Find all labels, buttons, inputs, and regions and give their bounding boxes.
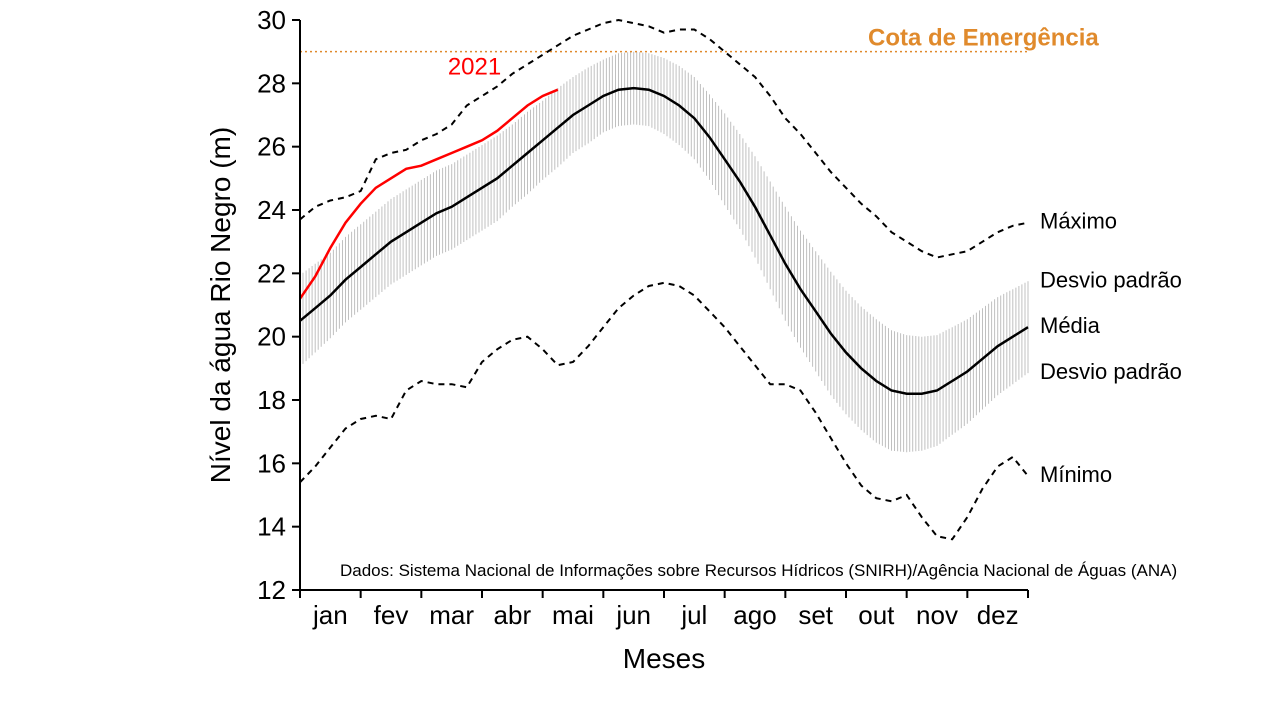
x-tick-label: set (798, 600, 833, 630)
x-axis-title: Meses (623, 643, 705, 674)
series-2021 (300, 90, 558, 299)
y-tick-label: 26 (257, 132, 286, 162)
x-tick-label: jul (680, 600, 707, 630)
x-tick-label: out (858, 600, 895, 630)
y-tick-label: 30 (257, 5, 286, 35)
legend-min: Mínimo (1040, 462, 1112, 487)
y-axis-title: Nível da água Rio Negro (m) (205, 127, 236, 483)
y-tick-label: 16 (257, 448, 286, 478)
data-source-caption: Dados: Sistema Nacional de Informações s… (340, 561, 1177, 580)
legend-std-lower: Desvio padrão (1040, 359, 1182, 384)
y-tick-label: 14 (257, 512, 286, 542)
x-tick-label: abr (494, 600, 532, 630)
x-tick-label: dez (977, 600, 1019, 630)
std-band (300, 52, 1028, 453)
x-tick-label: mai (552, 600, 594, 630)
y-tick-label: 28 (257, 68, 286, 98)
x-tick-label: ago (733, 600, 776, 630)
y-tick-label: 18 (257, 385, 286, 415)
x-tick-label: jan (312, 600, 348, 630)
y-tick-label: 22 (257, 258, 286, 288)
y-tick-label: 24 (257, 195, 286, 225)
x-tick-label: mar (429, 600, 474, 630)
legend-mean: Média (1040, 313, 1101, 338)
y-tick-label: 20 (257, 322, 286, 352)
x-tick-label: nov (916, 600, 958, 630)
y-tick-label: 12 (257, 575, 286, 605)
legend-std-upper: Desvio padrão (1040, 267, 1182, 292)
rio-negro-chart: 12 14 16 18 20 22 24 26 28 30 janfevmarabrmaijunju… (0, 0, 1280, 720)
series-2021-label: 2021 (448, 54, 501, 81)
x-tick-label: fev (374, 600, 409, 630)
x-tick-label: jun (615, 600, 651, 630)
legend-max: Máximo (1040, 209, 1117, 234)
emergency-label: Cota de Emergência (868, 25, 1099, 52)
